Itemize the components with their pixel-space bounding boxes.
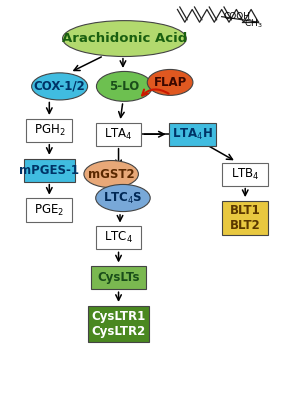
FancyBboxPatch shape — [26, 119, 72, 142]
Text: COOH: COOH — [223, 12, 250, 21]
Text: FLAP: FLAP — [153, 76, 187, 89]
Text: mPGES-1: mPGES-1 — [19, 164, 79, 177]
FancyBboxPatch shape — [26, 198, 72, 222]
Ellipse shape — [96, 184, 150, 212]
FancyBboxPatch shape — [88, 306, 149, 342]
Text: LTB$_4$: LTB$_4$ — [231, 166, 260, 182]
FancyArrowPatch shape — [142, 90, 169, 96]
FancyBboxPatch shape — [23, 158, 75, 182]
FancyBboxPatch shape — [96, 226, 141, 250]
Text: LTC$_4$S: LTC$_4$S — [103, 190, 143, 206]
Ellipse shape — [32, 73, 88, 100]
Ellipse shape — [147, 70, 193, 95]
Text: LTA$_4$H: LTA$_4$H — [172, 127, 213, 142]
Text: BLT1
BLT2: BLT1 BLT2 — [230, 204, 260, 232]
Text: 5-LO: 5-LO — [109, 80, 139, 93]
Text: LTC$_4$: LTC$_4$ — [104, 230, 133, 246]
Ellipse shape — [96, 72, 152, 101]
Text: PGE$_2$: PGE$_2$ — [34, 202, 65, 218]
Ellipse shape — [84, 160, 139, 188]
Text: CysLTR1
CysLTR2: CysLTR1 CysLTR2 — [91, 310, 146, 338]
Text: CysLTs: CysLTs — [97, 271, 140, 284]
FancyBboxPatch shape — [169, 123, 216, 146]
Text: LTA$_4$: LTA$_4$ — [104, 127, 133, 142]
Text: Arachidonic Acid: Arachidonic Acid — [62, 32, 187, 45]
FancyBboxPatch shape — [222, 201, 268, 235]
Text: mGST2: mGST2 — [88, 168, 134, 180]
FancyBboxPatch shape — [91, 266, 146, 289]
Text: COX-1/2: COX-1/2 — [34, 80, 86, 93]
Text: PGH$_2$: PGH$_2$ — [33, 123, 65, 138]
Text: CH$_3$: CH$_3$ — [244, 18, 262, 30]
FancyBboxPatch shape — [222, 162, 268, 186]
FancyBboxPatch shape — [96, 123, 141, 146]
Ellipse shape — [62, 21, 186, 56]
